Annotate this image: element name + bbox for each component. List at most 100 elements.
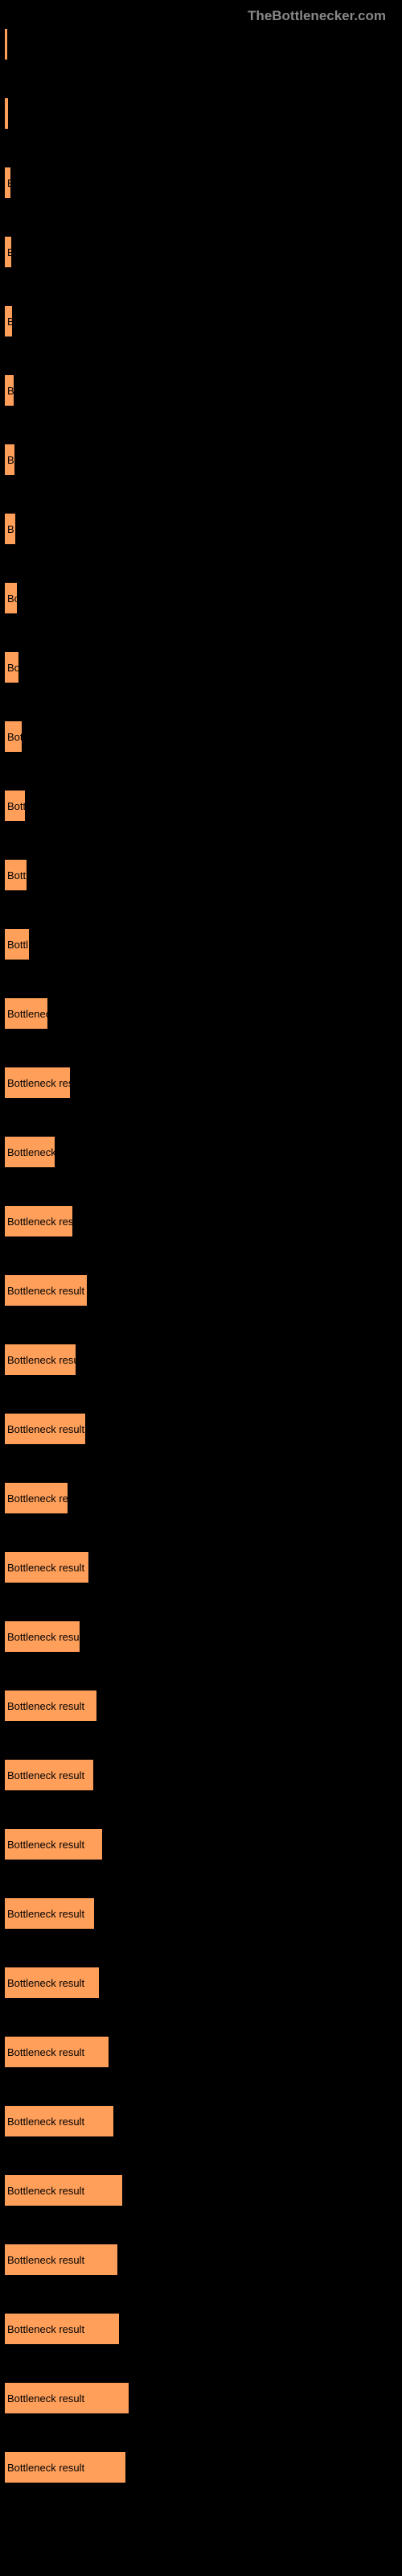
bar-label: Bottleneck result (7, 1700, 84, 1712)
chart-bar: Bott (4, 790, 26, 822)
chart-bar: Bottleneck result (4, 2244, 118, 2276)
bar-label: B (7, 385, 14, 397)
bar-label: Bottleneck result (7, 2392, 84, 2405)
bar-label: Bottleneck result (7, 1977, 84, 1989)
bar-label: Bottleneck resu (7, 1354, 76, 1366)
chart-bar: B (4, 444, 15, 476)
bar-label: Bottleneck re (7, 1492, 68, 1505)
chart-bar: Bottleneck result (4, 1897, 95, 1930)
bar-label: B (7, 316, 13, 328)
bar-label: Bot (7, 731, 23, 743)
bar-label: Bottleneck result (7, 1908, 84, 1920)
bar-wrapper: Bottleneck result (4, 2382, 398, 2414)
chart-bar: Bottleneck result (4, 1690, 97, 1722)
bar-label: Bottleneck result (7, 1769, 84, 1781)
bar-label: Bottleneck result (7, 2116, 84, 2128)
bar-wrapper: Bottleneck re (4, 1482, 398, 1514)
bar-wrapper: Bottleneck result (4, 1967, 398, 1999)
bar-wrapper: Bottleneck result (4, 1828, 398, 1860)
chart-bar: Bottleneck resu (4, 1344, 76, 1376)
bar-wrapper: Bottleneck (4, 1136, 398, 1168)
chart-bar: B (4, 513, 16, 545)
bar-label: Bottleneck result (7, 2462, 84, 2474)
bar-wrapper: Bo (4, 651, 398, 683)
chart-bar: Bottleneck result (4, 1551, 89, 1583)
chart-bar: Bottleneck result (4, 2036, 109, 2068)
bar-label: B (7, 246, 12, 258)
bar-chart-container: B B B B B B Bo Bo Bot Bott Bott Bottl Bottlenec Bottl… (0, 28, 402, 2483)
bar-wrapper: Bottl (4, 928, 398, 960)
bar-label: B (7, 177, 11, 189)
bar-label: Bottleneck resu (7, 1631, 80, 1643)
chart-bar: Bott (4, 859, 27, 891)
bar-wrapper: B (4, 444, 398, 476)
bar-wrapper: Bottleneck result (4, 1690, 398, 1722)
chart-bar: B (4, 167, 11, 199)
bar-wrapper: Bottleneck result (4, 1897, 398, 1930)
bar-wrapper: Bott (4, 859, 398, 891)
bar-wrapper: Bottleneck result (4, 1759, 398, 1791)
chart-bar: Bottleneck result (4, 1274, 88, 1307)
chart-bar: B (4, 236, 12, 268)
chart-bar: Bo (4, 582, 18, 614)
bar-wrapper: Bottleneck result (4, 2451, 398, 2483)
bar-label: Bottleneck result (7, 1285, 84, 1297)
chart-bar: Bottleneck result (4, 2313, 120, 2345)
bar-label: Bottleneck res (7, 1077, 71, 1089)
bar-wrapper: B (4, 236, 398, 268)
bar-label: Bott (7, 869, 26, 881)
bar-label: Bottleneck result (7, 2185, 84, 2197)
chart-bar (4, 28, 8, 60)
chart-bar: Bottl (4, 928, 30, 960)
chart-bar: Bottleneck result (4, 1828, 103, 1860)
bar-wrapper: B (4, 513, 398, 545)
chart-bar: Bottlenec (4, 997, 48, 1030)
bar-wrapper: Bottleneck result (4, 2105, 398, 2137)
bar-wrapper: Bott (4, 790, 398, 822)
bar-wrapper (4, 28, 398, 60)
bar-wrapper: Bottleneck result (4, 2313, 398, 2345)
chart-bar: Bottleneck result (4, 2451, 126, 2483)
bar-label: Bo (7, 662, 19, 674)
bar-wrapper: Bot (4, 720, 398, 753)
chart-bar: Bottleneck result (4, 2382, 129, 2414)
bar-label: Bottleneck res (7, 1216, 73, 1228)
chart-bar: Bo (4, 651, 19, 683)
bar-wrapper: Bottleneck res (4, 1205, 398, 1237)
bar-label: Bottleneck (7, 1146, 55, 1158)
chart-bar (4, 97, 9, 130)
chart-bar: Bottleneck (4, 1136, 55, 1168)
bar-label: Bottleneck result (7, 1423, 84, 1435)
bar-wrapper: Bottleneck result (4, 1413, 398, 1445)
bar-wrapper: Bo (4, 582, 398, 614)
bar-wrapper: B (4, 167, 398, 199)
bar-wrapper: Bottleneck res (4, 1067, 398, 1099)
chart-bar: B (4, 305, 13, 337)
bar-label: Bottleneck result (7, 1562, 84, 1574)
bar-wrapper: B (4, 374, 398, 407)
chart-bar: Bottleneck res (4, 1067, 71, 1099)
chart-bar: Bottleneck resu (4, 1620, 80, 1653)
chart-bar: Bottleneck result (4, 1967, 100, 1999)
bar-label: B (7, 454, 14, 466)
chart-bar: Bottleneck res (4, 1205, 73, 1237)
bar-label: Bottleneck result (7, 2323, 84, 2335)
chart-bar: Bottleneck result (4, 1413, 86, 1445)
bar-label: Bottl (7, 939, 28, 951)
bar-wrapper: Bottleneck result (4, 2244, 398, 2276)
chart-bar: Bottleneck re (4, 1482, 68, 1514)
bar-wrapper: Bottleneck resu (4, 1620, 398, 1653)
bar-wrapper: Bottleneck result (4, 1551, 398, 1583)
chart-bar: B (4, 374, 14, 407)
bar-wrapper: Bottleneck result (4, 2174, 398, 2207)
bar-label: Bottleneck result (7, 2046, 84, 2058)
chart-bar: Bottleneck result (4, 2174, 123, 2207)
bar-wrapper (4, 97, 398, 130)
chart-bar: Bottleneck result (4, 1759, 94, 1791)
bar-label: Bottleneck result (7, 2254, 84, 2266)
bar-label: B (7, 523, 14, 535)
chart-bar: Bot (4, 720, 23, 753)
bar-label: Bott (7, 800, 26, 812)
chart-bar: Bottleneck result (4, 2105, 114, 2137)
bar-label: Bottleneck result (7, 1839, 84, 1851)
